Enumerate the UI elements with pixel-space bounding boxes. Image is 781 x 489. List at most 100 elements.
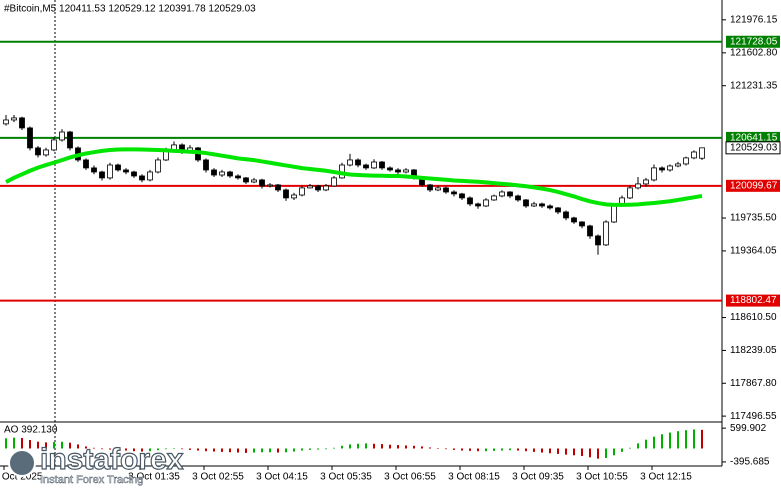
candle-body bbox=[83, 159, 89, 169]
candle-body bbox=[555, 207, 561, 213]
ao-bar bbox=[349, 444, 351, 449]
candle-body bbox=[563, 211, 569, 219]
y2-tick-label: -395.685 bbox=[730, 457, 770, 468]
logo-icon bbox=[8, 449, 36, 477]
ao-bar bbox=[21, 437, 23, 449]
last-price-box bbox=[725, 141, 781, 155]
candle-body bbox=[99, 171, 105, 179]
candle-body bbox=[51, 139, 57, 151]
y2-tick-label: 599.902 bbox=[730, 423, 767, 434]
ao-bar bbox=[333, 447, 335, 449]
level-label: 118802.47 bbox=[730, 295, 777, 306]
ao-bar bbox=[125, 448, 127, 451]
ao-bar bbox=[45, 442, 47, 449]
ao-bar bbox=[213, 448, 215, 452]
candle-body bbox=[387, 167, 393, 171]
y-tick-label: 119364.05 bbox=[730, 246, 777, 257]
ao-bar bbox=[701, 429, 703, 449]
ao-bar bbox=[197, 448, 199, 451]
ao-bar bbox=[117, 448, 119, 450]
ao-bar bbox=[133, 448, 135, 452]
ao-bar bbox=[261, 448, 263, 453]
ao-bar bbox=[301, 448, 303, 451]
ao-bar bbox=[533, 448, 535, 452]
candle-body bbox=[235, 175, 241, 179]
candle-body bbox=[699, 147, 705, 159]
candle-body bbox=[651, 167, 657, 181]
candle-body bbox=[539, 203, 545, 207]
candle-body bbox=[323, 185, 329, 191]
ao-bar bbox=[5, 438, 7, 449]
ao-bar bbox=[269, 448, 271, 453]
ao-bar bbox=[13, 437, 15, 449]
candle-body bbox=[395, 169, 401, 173]
ao-bar bbox=[229, 448, 231, 453]
candle-body bbox=[523, 199, 529, 207]
x-tick-label: 3 Oct 09:35 bbox=[512, 472, 564, 483]
candle-body bbox=[491, 195, 497, 201]
candle-body bbox=[155, 159, 161, 173]
candle-body bbox=[587, 225, 593, 237]
ao-bar bbox=[589, 448, 591, 458]
ao-bar bbox=[237, 448, 239, 453]
ao-bar bbox=[221, 448, 223, 452]
candle-body bbox=[475, 203, 481, 207]
candle-body bbox=[211, 169, 217, 176]
candle-body bbox=[251, 179, 257, 183]
candle-body bbox=[299, 187, 305, 196]
candle-body bbox=[499, 191, 505, 197]
candle-body bbox=[355, 159, 361, 166]
logo-tagline: Instant Forex Tracing bbox=[40, 474, 143, 486]
candle-body bbox=[3, 119, 9, 125]
moving-average bbox=[5, 147, 703, 207]
candle-body bbox=[611, 204, 617, 223]
candle-body bbox=[467, 197, 473, 205]
candle-body bbox=[571, 217, 577, 223]
ao-bar bbox=[637, 443, 639, 449]
ao-bar bbox=[525, 448, 527, 452]
logo: instaforex Instant Forex Tracing bbox=[8, 442, 184, 486]
ao-bar bbox=[493, 448, 495, 451]
ao-bar bbox=[557, 448, 559, 454]
y-tick-label: 117496.55 bbox=[730, 411, 777, 422]
candle-body bbox=[547, 205, 553, 209]
ao-bar bbox=[389, 444, 391, 449]
candle-body bbox=[331, 177, 337, 187]
candle-body bbox=[59, 131, 65, 141]
ao-bar bbox=[613, 448, 615, 456]
candle-body bbox=[27, 127, 33, 149]
ao-bar bbox=[565, 448, 567, 455]
candle-body bbox=[275, 184, 281, 191]
ao-bar bbox=[381, 444, 383, 449]
chart-header: #Bitcoin,M5 120411.53 120529.12 120391.7… bbox=[4, 4, 256, 15]
ao-bar bbox=[445, 448, 447, 450]
ao-bar bbox=[357, 443, 359, 449]
ao-bar bbox=[61, 441, 63, 449]
ao-bar bbox=[605, 448, 607, 458]
ao-bar bbox=[77, 444, 79, 449]
ao-bar bbox=[181, 448, 183, 450]
y-tick-label: 121976.15 bbox=[730, 14, 778, 25]
ao-bar bbox=[277, 448, 279, 453]
x-tick-label: 3 Oct 06:55 bbox=[384, 472, 436, 483]
ao-bar bbox=[461, 448, 463, 451]
ao-bar bbox=[413, 445, 415, 449]
candle-body bbox=[19, 117, 25, 129]
level-label: 120641.15 bbox=[730, 133, 778, 144]
x-tick-label: 3 Oct 02:55 bbox=[192, 472, 244, 483]
candle-body bbox=[427, 184, 433, 191]
ao-bar bbox=[645, 439, 647, 449]
candle-body bbox=[219, 171, 225, 176]
candle-body bbox=[139, 175, 145, 181]
candle-body bbox=[443, 187, 449, 193]
y-tick-label: 118239.05 bbox=[730, 345, 777, 356]
candle-body bbox=[595, 235, 601, 246]
ao-bar bbox=[405, 445, 407, 449]
candle-body bbox=[659, 167, 665, 171]
candle-body bbox=[67, 131, 73, 149]
level-box bbox=[726, 131, 780, 144]
ao-bar bbox=[485, 448, 487, 452]
ao-bar bbox=[141, 448, 143, 452]
x-tick-label: 3 Oct 01:35 bbox=[128, 472, 180, 483]
